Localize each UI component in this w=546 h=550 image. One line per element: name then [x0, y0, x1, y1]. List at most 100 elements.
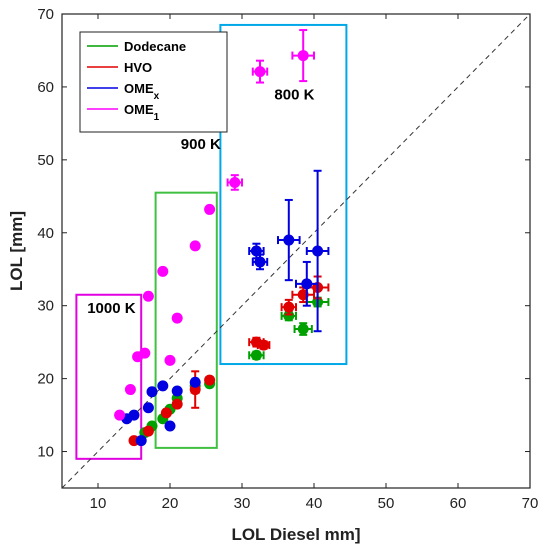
point-marker — [142, 425, 154, 437]
data-point — [128, 409, 140, 421]
temperature-regions — [75, 23, 348, 460]
data-point — [142, 402, 154, 414]
data-point — [146, 386, 158, 398]
point-marker — [135, 435, 147, 447]
data-point — [226, 174, 243, 191]
legend-entry: HVO — [124, 60, 152, 75]
series-ome-x — [121, 169, 330, 447]
point-marker — [171, 398, 183, 410]
point-marker — [171, 312, 183, 324]
x-tick-label: 60 — [450, 495, 467, 512]
region-label: 900 K — [181, 136, 221, 153]
region-label: 1000 K — [87, 300, 136, 317]
region-annotations: 1000 K 900 K 800 K — [87, 86, 314, 317]
data-point — [251, 253, 269, 271]
data-points — [114, 29, 330, 447]
legend-entry: Dodecane — [124, 39, 186, 54]
data-point — [295, 260, 319, 307]
data-point — [293, 322, 313, 336]
point-marker — [297, 323, 309, 335]
point-marker — [283, 310, 295, 322]
series-ome-1 — [114, 29, 315, 421]
x-tick-label: 40 — [306, 495, 323, 512]
data-point — [204, 203, 216, 215]
data-point — [251, 59, 269, 84]
data-point — [142, 290, 154, 302]
data-point — [189, 376, 201, 388]
data-point — [189, 240, 201, 252]
data-point — [164, 354, 176, 366]
data-point — [291, 29, 315, 83]
point-marker — [189, 376, 201, 388]
y-tick-label: 30 — [37, 298, 54, 315]
point-marker — [283, 234, 295, 246]
data-point — [171, 398, 183, 410]
point-marker — [157, 265, 169, 277]
point-marker — [204, 203, 216, 215]
reference-line — [61, 13, 531, 489]
y-axis-ticks: 10 20 30 40 50 60 70 — [37, 6, 530, 461]
y-tick-label: 70 — [37, 6, 54, 23]
point-marker — [142, 290, 154, 302]
legend-box — [79, 31, 228, 133]
x-tick-label: 20 — [162, 495, 179, 512]
point-marker — [312, 245, 324, 257]
x-tick-label: 50 — [378, 495, 395, 512]
point-marker — [139, 347, 151, 359]
data-point — [280, 298, 297, 316]
point-marker — [142, 402, 154, 414]
data-point — [204, 374, 216, 386]
data-point — [142, 425, 154, 437]
x-tick-label: 10 — [90, 495, 107, 512]
point-marker — [254, 66, 266, 78]
region-box — [75, 293, 143, 460]
y-axis-label: LOL [mm] — [7, 211, 26, 291]
x-axis-label: LOL Diesel mm] — [231, 525, 360, 544]
point-marker — [297, 50, 309, 62]
point-marker — [204, 374, 216, 386]
data-point — [256, 339, 271, 351]
data-point — [171, 385, 183, 397]
point-marker — [160, 407, 172, 419]
y-tick-label: 20 — [37, 371, 54, 388]
point-marker — [128, 409, 140, 421]
point-marker — [124, 384, 136, 396]
data-point — [157, 265, 169, 277]
point-marker — [229, 176, 241, 188]
point-marker — [258, 339, 270, 351]
data-point — [135, 435, 147, 447]
point-marker — [164, 420, 176, 432]
point-marker — [283, 301, 295, 313]
point-marker — [146, 386, 158, 398]
point-marker — [171, 385, 183, 397]
point-marker — [250, 349, 262, 361]
x-tick-label: 70 — [522, 495, 539, 512]
y-tick-label: 60 — [37, 79, 54, 96]
point-marker — [114, 409, 126, 421]
data-point — [114, 409, 126, 421]
y-tick-label: 50 — [37, 152, 54, 169]
data-point — [157, 380, 169, 392]
y-tick-label: 40 — [37, 225, 54, 242]
data-point — [139, 347, 151, 359]
data-point — [164, 420, 176, 432]
data-point — [305, 169, 330, 333]
data-point — [124, 384, 136, 396]
x-tick-label: 30 — [234, 495, 251, 512]
data-point — [277, 198, 301, 282]
y-tick-label: 10 — [37, 444, 54, 461]
point-marker — [301, 278, 313, 290]
data-point — [171, 312, 183, 324]
point-marker — [164, 354, 176, 366]
data-point — [160, 407, 172, 419]
diagonal-line — [61, 13, 531, 489]
point-marker — [254, 256, 266, 268]
data-point — [248, 349, 265, 361]
region-box — [219, 23, 348, 366]
point-marker — [157, 380, 169, 392]
point-marker — [189, 240, 201, 252]
region-label: 800 K — [274, 86, 314, 103]
x-axis-ticks: 10 20 30 40 50 60 70 — [90, 14, 539, 512]
